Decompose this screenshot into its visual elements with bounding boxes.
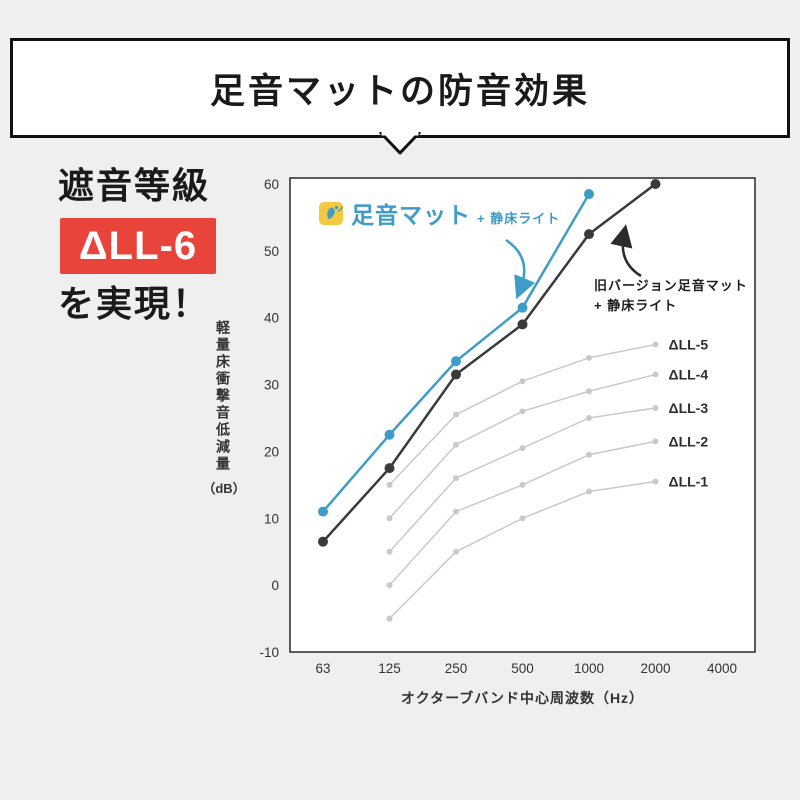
x-tick-label: 4000 [707, 661, 737, 676]
series-dot [586, 451, 592, 458]
series-dot [453, 508, 459, 515]
series-dot [318, 536, 328, 547]
series-label: ΔLL-3 [669, 400, 709, 416]
series-dot [451, 356, 461, 367]
series-dot [517, 319, 528, 330]
x-tick-label: 125 [378, 661, 401, 676]
legend-new-brand: 足音マット [351, 202, 471, 228]
series-dot [584, 229, 594, 240]
page-title: 足音マットの防音効果 [209, 71, 590, 111]
arrow-to-new-line [505, 238, 536, 300]
rating-label-bottom: を実現！ [58, 283, 211, 324]
series-label: ΔLL-4 [669, 367, 709, 383]
legend-old-product: 旧バージョン足音マット + 静床ライト [594, 276, 748, 316]
y-tick-label: 50 [264, 244, 279, 259]
series-dot [652, 404, 659, 411]
series-dot [586, 354, 592, 361]
series-dot [453, 411, 459, 418]
series-dot [652, 438, 659, 445]
series-dot [519, 378, 526, 385]
series-dot [451, 369, 461, 380]
series-dot [386, 548, 393, 555]
legend-old-line1: 旧バージョン足音マット [594, 278, 748, 293]
y-tick-label: 60 [264, 177, 279, 192]
series-line-1 [322, 183, 657, 543]
series-label: ΔLL-2 [669, 433, 709, 449]
series-dot [586, 415, 592, 421]
x-axis-title: オクターブバンド中心周波数（Hz） [400, 690, 645, 706]
rating-panel: 遮音等級 ΔLL-6 を実現！ [58, 168, 238, 322]
x-tick-label: 1000 [574, 661, 604, 676]
series-dot [519, 408, 526, 415]
legend-new-suffix: + 静床ライト [477, 210, 561, 226]
series-dot [652, 371, 659, 378]
series-dot [586, 488, 592, 495]
y-tick-label: 0 [271, 578, 279, 593]
x-tick-label: 250 [445, 661, 468, 676]
series-dot [384, 463, 395, 474]
rating-label-top: 遮音等級 [58, 165, 211, 206]
series-dot [453, 475, 459, 482]
series-dot [519, 445, 526, 452]
y-tick-label: -10 [259, 645, 279, 660]
y-axis-title: 軽量床衝撃音低減量 [215, 320, 231, 473]
legend-new-product: 足音マット + 静床ライト [318, 196, 560, 230]
footprint-logo-icon [319, 201, 343, 225]
series-dot [586, 388, 592, 395]
series-dot [519, 481, 526, 488]
y-tick-label: 20 [264, 444, 279, 459]
series-label: ΔLL-5 [669, 336, 709, 352]
series-dot [318, 506, 328, 517]
title-banner: 足音マットの防音効果 [10, 38, 790, 138]
rating-badge: ΔLL-6 [60, 218, 216, 274]
series-dot [453, 548, 459, 555]
series-dot [386, 515, 393, 522]
title-pointer-icon [378, 132, 422, 155]
y-tick-label: 40 [264, 311, 279, 326]
series-dot [584, 189, 594, 200]
series-dot [519, 515, 526, 522]
series-dot [517, 302, 528, 313]
series-dot [453, 441, 459, 448]
y-tick-label: 10 [264, 511, 279, 526]
series-dot [386, 481, 393, 488]
series-label: ΔLL-1 [669, 474, 709, 490]
series-dot [386, 615, 393, 622]
series-dot [650, 179, 661, 189]
series-dot [652, 341, 659, 348]
x-tick-label: 63 [315, 661, 330, 676]
y-axis-unit: （dB） [202, 481, 246, 496]
series-dot [652, 478, 659, 485]
legend-old-line2: + 静床ライト [594, 298, 678, 314]
series-dot [386, 582, 393, 589]
series-dot [384, 429, 395, 440]
arrow-to-old-line [610, 224, 642, 278]
x-tick-label: 2000 [640, 661, 670, 676]
x-tick-label: 500 [511, 661, 534, 676]
y-tick-label: 30 [264, 378, 279, 393]
